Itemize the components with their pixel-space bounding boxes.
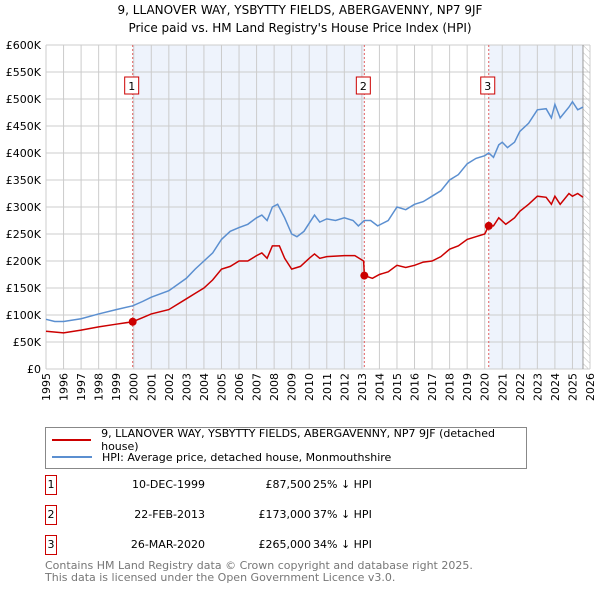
- x-tick-label: 2018: [444, 373, 457, 401]
- y-tick-label: £250K: [6, 228, 42, 241]
- x-tick-label: 2014: [373, 373, 386, 401]
- y-tick-label: £500K: [6, 93, 42, 106]
- sale-date: 22-FEB-2013: [134, 508, 205, 521]
- sale-price: £173,000: [258, 508, 312, 521]
- x-tick-label: 2003: [180, 373, 193, 401]
- x-tick-label: 2002: [163, 373, 176, 401]
- sale-marker-box: 1: [45, 475, 57, 495]
- x-tick-label: 2013: [356, 373, 369, 401]
- sale-hpi-diff: 34% ↓ HPI: [313, 538, 372, 551]
- y-tick-label: £350K: [6, 174, 42, 187]
- legend-swatch-red: [52, 439, 92, 441]
- chart-title: 9, LLANOVER WAY, YSBYTTY FIELDS, ABERGAV…: [117, 3, 483, 17]
- sale-label-box: [124, 76, 140, 95]
- property-price-line: [45, 192, 584, 334]
- x-tick-label: 2001: [145, 373, 158, 401]
- x-tick-label: 2025: [566, 373, 579, 401]
- y-tick-label: £0: [27, 363, 41, 376]
- transaction-row: 2 22-FEB-2013 £173,000 37% ↓ HPI: [45, 505, 445, 525]
- sale-date: 26-MAR-2020: [130, 538, 205, 551]
- x-tick-label: 2012: [338, 373, 351, 401]
- legend: 9, LLANOVER WAY, YSBYTTY FIELDS, ABERGAV…: [45, 427, 527, 469]
- chart-subtitle: Price paid vs. HM Land Registry's House …: [128, 21, 472, 35]
- sale-hpi-diff: 25% ↓ HPI: [313, 478, 372, 491]
- y-tick-label: £150K: [6, 282, 42, 295]
- x-tick-label: 2007: [251, 373, 264, 401]
- transaction-row: 3 26-MAR-2020 £265,000 34% ↓ HPI: [45, 535, 445, 555]
- y-tick-label: £450K: [6, 120, 42, 133]
- sale-price: £87,500: [265, 478, 312, 491]
- legend-swatch-blue: [52, 456, 92, 458]
- x-tick-label: 2009: [286, 373, 299, 401]
- x-tick-label: 2011: [321, 373, 334, 401]
- x-tick-label: 2024: [549, 373, 562, 401]
- transaction-row: 1 10-DEC-1999 £87,500 25% ↓ HPI: [45, 475, 445, 495]
- sale-marker-box: 3: [45, 535, 57, 555]
- x-tick-label: 1996: [58, 373, 71, 401]
- footer-copyright: Contains HM Land Registry data © Crown c…: [45, 559, 473, 572]
- x-tick-label: 2000: [128, 373, 141, 401]
- x-tick-label: 2026: [584, 373, 597, 401]
- sale-price: £265,000: [258, 538, 312, 551]
- x-tick-label: 2021: [496, 373, 509, 401]
- legend-item-hpi: HPI: Average price, detached house, Monm…: [52, 449, 391, 465]
- sale-hpi-diff: 37% ↓ HPI: [313, 508, 372, 521]
- x-tick-label: 2015: [391, 373, 404, 401]
- sale-label: 3: [484, 80, 491, 93]
- x-tick-label: 2010: [303, 373, 316, 401]
- y-tick-label: £100K: [6, 309, 42, 322]
- x-tick-label: 1999: [110, 373, 123, 401]
- hpi-line: [45, 100, 584, 323]
- price-chart: 1995 1996 1997 1998 1999 2000 2001 2002 2003 2004…: [6, 39, 597, 401]
- sale-label-box: [480, 76, 496, 95]
- x-tick-label: 2004: [198, 373, 211, 401]
- sale-label: 1: [128, 80, 135, 93]
- x-tick-label: 2023: [531, 373, 544, 401]
- legend-label: 9, LLANOVER WAY, YSBYTTY FIELDS, ABERGAV…: [101, 427, 495, 453]
- sale-date: 10-DEC-1999: [131, 478, 205, 491]
- sale-label-box: [355, 76, 371, 95]
- x-tick-label: 2022: [514, 373, 527, 401]
- x-tick-label: 2008: [268, 373, 281, 401]
- y-tick-label: £50K: [13, 336, 42, 349]
- x-tick-label: 1995: [40, 373, 53, 401]
- y-tick-label: £400K: [6, 147, 42, 160]
- x-tick-label: 2006: [233, 373, 246, 401]
- legend-label: HPI: Average price, detached house, Monm…: [102, 450, 392, 464]
- sale-marker-box: 2: [45, 505, 57, 525]
- footer-licence: This data is licensed under the Open Gov…: [45, 571, 396, 584]
- x-tick-label: 1997: [75, 373, 88, 401]
- x-tick-label: 2020: [479, 373, 492, 401]
- x-tick-label: 2019: [461, 373, 474, 401]
- sale-point: [128, 317, 137, 326]
- y-tick-label: £300K: [6, 201, 42, 214]
- y-tick-label: £600K: [6, 39, 42, 52]
- y-tick-label: £550K: [6, 66, 42, 79]
- x-tick-label: 2017: [426, 373, 439, 401]
- x-tick-label: 1998: [93, 373, 106, 401]
- x-tick-label: 2016: [409, 373, 422, 401]
- y-tick-label: £200K: [6, 255, 42, 268]
- sale-label: 2: [360, 80, 367, 93]
- x-tick-label: 2005: [215, 373, 228, 401]
- sale-point: [360, 271, 369, 280]
- legend-item-property: 9, LLANOVER WAY, YSBYTTY FIELDS, ABERGAV…: [52, 427, 526, 453]
- sale-point: [484, 221, 493, 230]
